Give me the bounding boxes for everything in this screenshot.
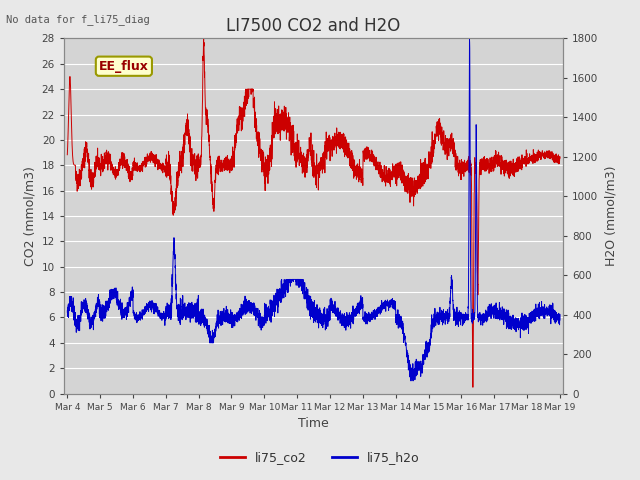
X-axis label: Time: Time	[298, 417, 329, 430]
Text: No data for f_li75_diag: No data for f_li75_diag	[6, 14, 150, 25]
Title: LI7500 CO2 and H2O: LI7500 CO2 and H2O	[227, 17, 401, 36]
Legend: li75_co2, li75_h2o: li75_co2, li75_h2o	[215, 446, 425, 469]
Text: EE_flux: EE_flux	[99, 60, 149, 72]
Y-axis label: H2O (mmol/m3): H2O (mmol/m3)	[604, 166, 617, 266]
Y-axis label: CO2 (mmol/m3): CO2 (mmol/m3)	[23, 166, 36, 266]
